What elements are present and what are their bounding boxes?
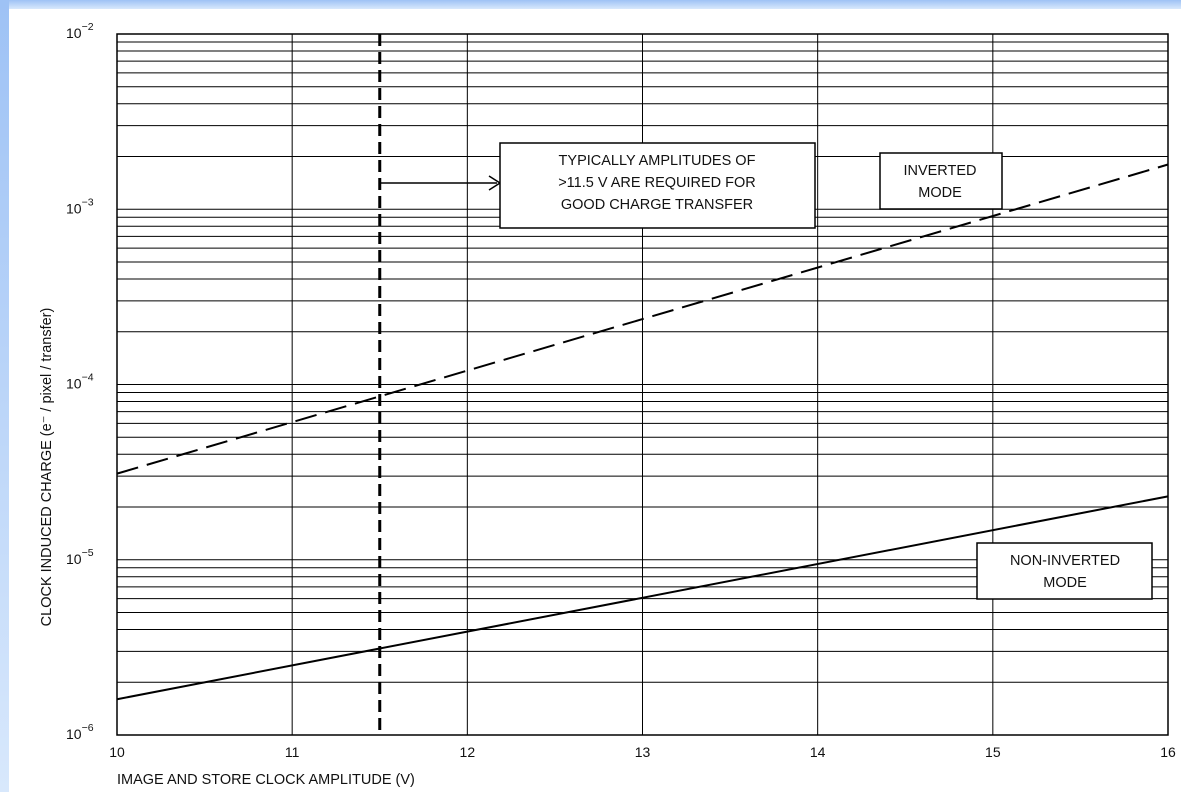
x-tick-label: 13 [635,744,651,760]
y-axis-title: CLOCK INDUCED CHARGE (e⁻ / pixel / trans… [39,308,55,627]
y-tick-label: 10−6 [66,722,94,742]
x-tick-label: 16 [1160,744,1176,760]
frame-top-edge [0,0,1181,9]
annotation-box [499,142,816,229]
grid-lines [117,34,1168,735]
inverted-mode-label-box [879,152,1003,210]
x-tick-label: 12 [460,744,476,760]
non-inverted-mode-label-line: MODE [1043,575,1087,591]
x-tick-label: 15 [985,744,1001,760]
annotation-line: TYPICALLY AMPLITUDES OF [559,153,756,169]
non-inverted-mode-label-box [976,542,1153,600]
y-tick-exponent: −6 [82,722,94,734]
plot-border [116,33,1169,736]
annotation-line: GOOD CHARGE TRANSFER [561,197,753,213]
y-tick-label: 10−5 [66,547,94,567]
y-tick-exponent: −4 [82,372,94,384]
y-tick-label: 10−3 [66,196,94,216]
y-tick-exponent: −5 [82,547,94,559]
x-tick-label: 10 [109,744,125,760]
annotations: TYPICALLY AMPLITUDES OF >11.5 V ARE REQUI… [379,142,1153,600]
frame-left-edge [0,0,9,792]
inverted-mode-line [116,163,1169,475]
non-inverted-mode-label-line: NON-INVERTED [1010,553,1120,569]
y-tick-exponent: −3 [82,196,94,208]
series-lines [116,163,1169,701]
x-axis-title: IMAGE AND STORE CLOCK AMPLITUDE (V) [117,772,415,788]
tick-labels: 10 11 12 13 14 15 16 10−6 10−5 10−4 10−3 10−2 [66,21,1176,760]
inverted-mode-label-line: INVERTED [903,163,976,179]
x-tick-label: 11 [285,744,300,760]
y-tick-exponent: −2 [82,21,94,33]
non-inverted-mode-line [116,495,1169,701]
annotation-line: >11.5 V ARE REQUIRED FOR [558,175,756,191]
x-tick-label: 14 [810,744,826,760]
inverted-mode-label-line: MODE [918,185,962,201]
y-tick-label: 10−4 [66,372,94,392]
y-tick-label: 10−2 [66,21,94,41]
